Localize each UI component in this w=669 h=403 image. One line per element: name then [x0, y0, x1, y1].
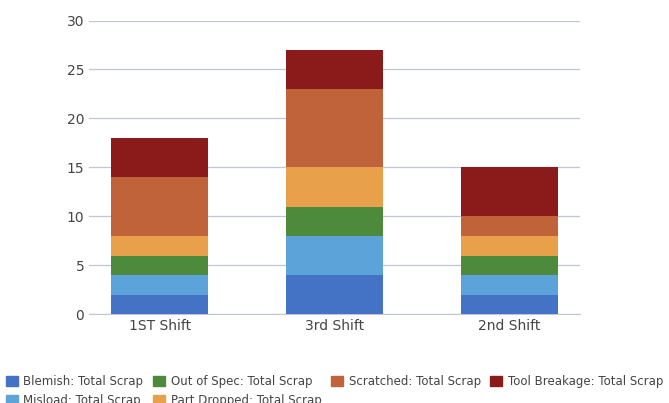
Bar: [462, 236, 557, 256]
Bar: [112, 275, 207, 295]
Bar: [462, 275, 557, 295]
Bar: [286, 236, 383, 275]
Bar: [462, 295, 557, 314]
Bar: [462, 256, 557, 275]
Bar: [286, 167, 383, 207]
Bar: [462, 216, 557, 236]
Bar: [286, 89, 383, 167]
Bar: [286, 275, 383, 314]
Legend: Blemish: Total Scrap, Misload: Total Scrap, Out of Spec: Total Scrap, Part Dropp: Blemish: Total Scrap, Misload: Total Scr…: [1, 370, 668, 403]
Bar: [462, 167, 557, 216]
Bar: [286, 207, 383, 236]
Bar: [112, 236, 207, 256]
Bar: [112, 138, 207, 177]
Bar: [112, 177, 207, 236]
Bar: [112, 295, 207, 314]
Bar: [286, 50, 383, 89]
Bar: [112, 256, 207, 275]
